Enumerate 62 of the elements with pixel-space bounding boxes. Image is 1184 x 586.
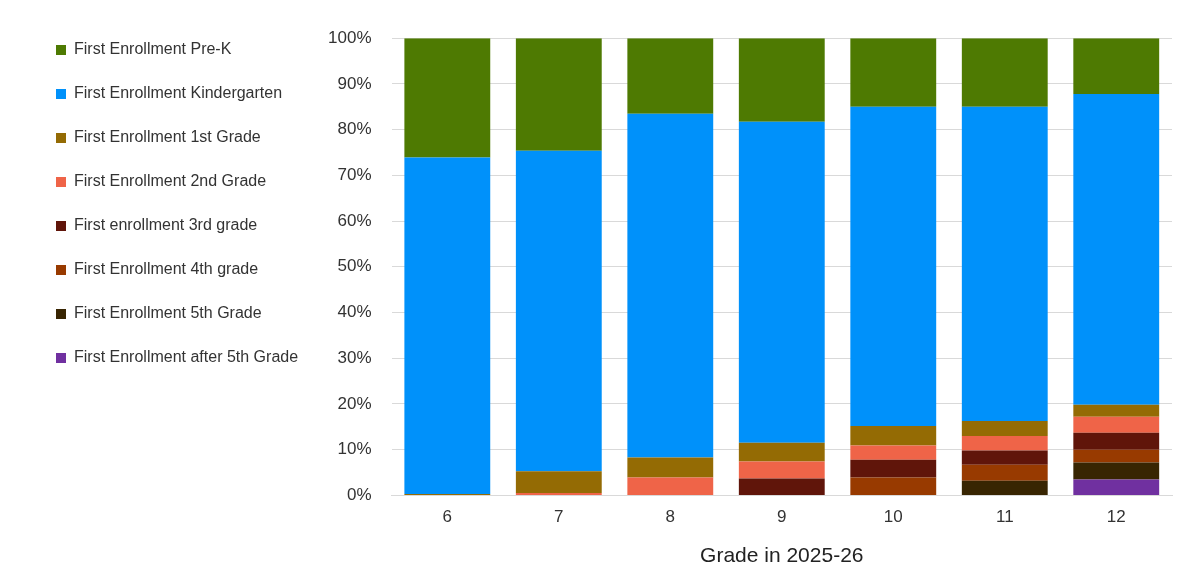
bar — [404, 38, 491, 158]
y-tick-label: 0% — [346, 485, 372, 505]
y-tick-label: 90% — [337, 73, 372, 93]
bar — [627, 38, 714, 114]
x-tick-label: 11 — [995, 507, 1014, 527]
x-tick-label: 9 — [777, 507, 787, 527]
bar — [404, 157, 491, 495]
legend-label: First Enrollment Kindergarten — [74, 84, 283, 102]
y-tick-label: 10% — [337, 439, 372, 459]
bar — [961, 38, 1048, 107]
legend-label: First Enrollment after 5th Grade — [74, 348, 299, 366]
legend-label: First enrollment 3rd grade — [74, 216, 258, 234]
y-tick-label: 100% — [328, 27, 372, 47]
bar — [850, 445, 937, 460]
y-tick-label: 40% — [337, 302, 372, 322]
legend-label: First Enrollment 2nd Grade — [74, 172, 267, 190]
bar — [738, 442, 825, 462]
bar — [850, 477, 937, 495]
y-tick-label: 80% — [337, 119, 372, 139]
bar — [515, 38, 602, 151]
bar — [1073, 462, 1160, 480]
bar — [850, 425, 937, 446]
y-tick-label: 50% — [337, 256, 372, 276]
bar — [961, 480, 1048, 495]
bar — [738, 38, 825, 122]
legend-label: First Enrollment Pre-K — [74, 40, 232, 58]
bar — [961, 464, 1048, 481]
y-tick-label: 20% — [337, 393, 372, 413]
bar — [1073, 416, 1160, 433]
y-tick-label: 30% — [337, 347, 372, 367]
bar — [1073, 38, 1160, 94]
bar — [515, 150, 602, 472]
bar — [627, 113, 714, 458]
y-tick-label: 70% — [337, 165, 372, 185]
bar — [850, 38, 937, 107]
legend-label: First Enrollment 4th grade — [74, 260, 259, 278]
x-tick-label: 12 — [1106, 507, 1126, 527]
x-tick-label: 10 — [883, 507, 903, 527]
bar — [738, 478, 825, 495]
bar — [850, 106, 937, 426]
y-tick-label: 60% — [337, 210, 372, 230]
bar — [961, 450, 1048, 465]
x-axis-title: Grade in 2025-26 — [700, 543, 864, 567]
bar — [627, 457, 714, 478]
bar — [738, 461, 825, 479]
bar — [738, 121, 825, 443]
bar — [1073, 479, 1160, 495]
legend-label: First Enrollment 5th Grade — [74, 304, 262, 322]
bar — [515, 471, 602, 494]
legend-label: First Enrollment 1st Grade — [74, 128, 261, 146]
bar — [961, 420, 1048, 436]
bar — [1073, 93, 1160, 405]
bar — [850, 459, 937, 478]
x-tick-label: 8 — [665, 507, 676, 527]
bar — [627, 477, 714, 495]
bar — [1073, 404, 1160, 417]
bar — [961, 106, 1048, 421]
bar — [1073, 449, 1160, 463]
x-tick-label: 7 — [554, 507, 564, 527]
x-tick-label: 6 — [442, 507, 453, 527]
bar — [1073, 432, 1160, 450]
bar — [961, 435, 1048, 451]
